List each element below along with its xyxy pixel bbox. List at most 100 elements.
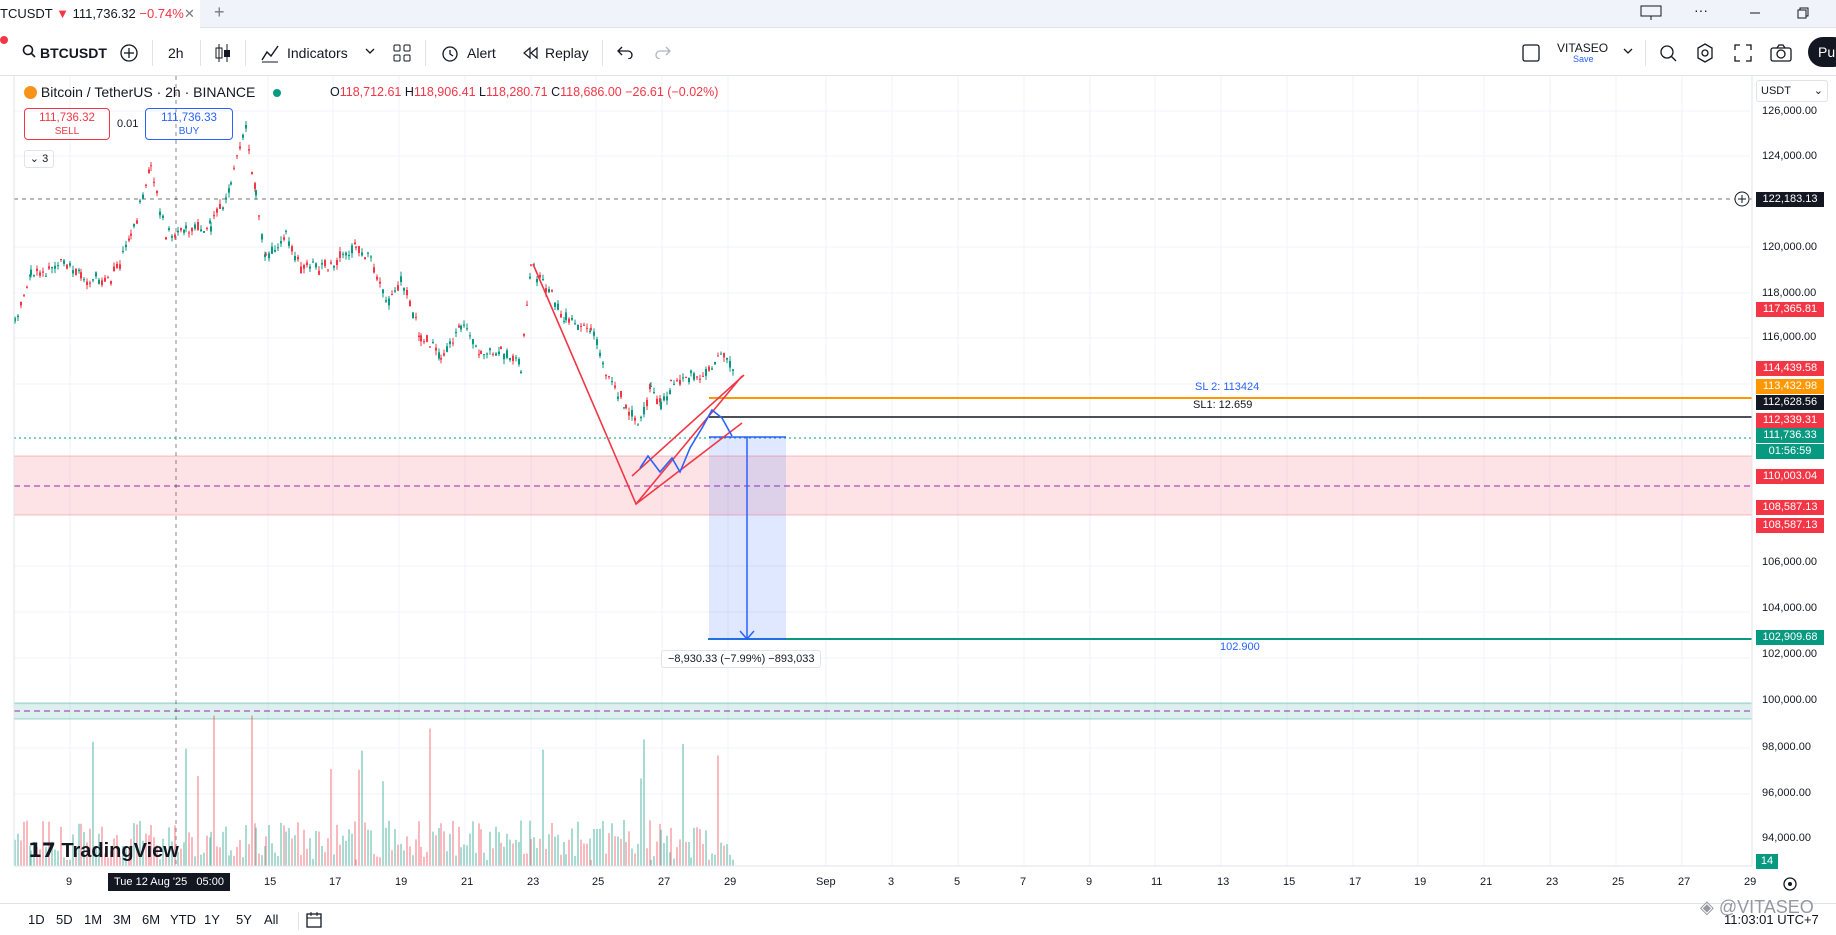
sl1-label[interactable]: SL1: 12.659: [1193, 399, 1253, 411]
time-axis-label: 15: [264, 876, 277, 888]
candle-body: [113, 266, 115, 272]
candle-body: [200, 229, 202, 232]
price-tag[interactable]: 108,587.13: [1756, 500, 1824, 515]
price-tag[interactable]: 114,439.58: [1756, 361, 1824, 376]
quick-search-icon[interactable]: [1658, 43, 1678, 63]
candle-body: [89, 282, 91, 284]
indicators-icon[interactable]: [260, 43, 280, 63]
layout-icon[interactable]: [1640, 5, 1662, 21]
symbol-legend[interactable]: Bitcoin / TetherUS · 2h · BINANCE: [24, 84, 282, 100]
indicators-button[interactable]: Indicators: [287, 45, 348, 61]
alert-clock-icon[interactable]: [440, 43, 460, 63]
price-tag[interactable]: 108,587.13: [1756, 518, 1824, 533]
interval-button[interactable]: 2h: [168, 45, 184, 61]
sell-button[interactable]: 111,736.32 SELL: [24, 108, 110, 140]
order-quantity[interactable]: 0.01: [117, 118, 139, 130]
account-name[interactable]: VITASEO: [1557, 41, 1609, 55]
candle-body: [449, 341, 451, 345]
measure-readout: −8,930.33 (−7.99%) −893,033: [661, 650, 822, 668]
candle-body: [420, 335, 422, 342]
price-tag[interactable]: 01:56:59: [1756, 444, 1824, 459]
compare-add-icon[interactable]: [119, 43, 139, 63]
layouts-grid-icon[interactable]: [393, 44, 411, 62]
price-chart[interactable]: [0, 76, 1836, 896]
candle-body: [530, 264, 532, 266]
undo-icon[interactable]: [617, 45, 633, 59]
new-tab-icon[interactable]: +: [214, 2, 225, 22]
price-tag[interactable]: 122,183.13: [1756, 192, 1824, 207]
replay-rewind-icon[interactable]: [522, 46, 538, 60]
alert-button[interactable]: Alert: [467, 45, 496, 61]
volume-bar: [197, 775, 199, 866]
candle-body: [210, 226, 212, 232]
price-axis-label: 118,000.00: [1762, 287, 1817, 299]
buy-button[interactable]: 111,736.33 BUY: [145, 108, 233, 140]
price-tag[interactable]: 113,432.98: [1756, 379, 1824, 394]
layout-toggle-icon[interactable]: [1522, 44, 1540, 62]
range-1d-button[interactable]: 1D: [28, 912, 45, 927]
volume-bar: [676, 847, 678, 866]
sl2-label[interactable]: SL 2: 113424: [1195, 381, 1260, 393]
replay-button[interactable]: Replay: [545, 45, 589, 61]
search-icon[interactable]: [22, 44, 36, 58]
volume-bar: [162, 838, 164, 866]
calendar-goto-icon[interactable]: [306, 911, 324, 929]
top-toolbar: BTCUSDT 2h Indicators Alert Replay VITAS…: [0, 28, 1836, 76]
volume-bar: [239, 839, 241, 866]
settings-gear-icon[interactable]: [1695, 43, 1715, 63]
volume-bar: [288, 828, 290, 866]
minimize-icon[interactable]: [1748, 6, 1762, 20]
range-6m-button[interactable]: 6M: [142, 912, 161, 927]
candle-body: [145, 184, 147, 186]
range-5d-button[interactable]: 5D: [56, 912, 73, 927]
volume-bar: [254, 823, 256, 866]
price-tag[interactable]: 14: [1756, 854, 1778, 869]
price-tag[interactable]: 112,628.56: [1756, 395, 1824, 410]
volume-bar: [339, 844, 341, 866]
axis-settings-icon[interactable]: [1783, 877, 1797, 891]
range-ytd-button[interactable]: YTD: [170, 912, 196, 927]
chevron-down-icon[interactable]: [1623, 48, 1633, 56]
candle-body: [130, 233, 132, 236]
fullscreen-icon[interactable]: [1733, 43, 1753, 63]
candle-body: [545, 288, 547, 293]
price-tag[interactable]: 102,909.68: [1756, 630, 1824, 645]
volume-bar: [183, 842, 185, 866]
more-dots-icon[interactable]: ···: [1694, 2, 1708, 18]
camera-icon[interactable]: [1770, 43, 1792, 63]
tab-close-icon[interactable]: ✕: [184, 6, 195, 21]
candle-body: [191, 228, 193, 232]
open-key: O: [330, 85, 340, 99]
range-3m-button[interactable]: 3M: [113, 912, 132, 927]
time-axis-label: 21: [461, 876, 474, 888]
redo-icon[interactable]: [655, 45, 671, 59]
candle-body: [327, 269, 329, 271]
indicators-collapse-toggle[interactable]: ⌄ 3: [24, 150, 54, 168]
restore-icon[interactable]: [1796, 6, 1810, 20]
clock[interactable]: 11:03:01 UTC+7: [1724, 912, 1819, 927]
price-tag[interactable]: 117,365.81: [1756, 302, 1824, 317]
candles-icon[interactable]: [214, 43, 232, 63]
range-1m-button[interactable]: 1M: [84, 912, 103, 927]
wave-path[interactable]: [639, 408, 733, 474]
range-1y-button[interactable]: 1Y: [204, 912, 220, 927]
publish-button[interactable]: Pub: [1808, 37, 1836, 67]
volume-bar: [280, 822, 282, 866]
chart-tab[interactable]: TCUSDT ▼ 111,736.32 −0.74% ✕: [0, 0, 200, 28]
candle-body: [174, 234, 176, 238]
candle-body: [370, 256, 372, 258]
currency-label: USDT: [1761, 85, 1791, 97]
supply-zone[interactable]: [13, 455, 1753, 516]
symbol-search[interactable]: BTCUSDT: [40, 45, 107, 61]
candle-body: [20, 301, 22, 306]
range-5y-button[interactable]: 5Y: [236, 912, 252, 927]
target-label[interactable]: 102.900: [1220, 641, 1260, 653]
currency-selector[interactable]: USDT ⌄: [1756, 80, 1828, 102]
range-all-button[interactable]: All: [264, 912, 279, 927]
price-tag[interactable]: 112,339.31: [1756, 413, 1824, 428]
candle-body: [617, 396, 619, 399]
price-tag[interactable]: 110,003.04: [1756, 469, 1824, 484]
price-tag[interactable]: 111,736.33: [1756, 428, 1824, 443]
volume-bar: [520, 820, 522, 866]
chevron-down-icon[interactable]: [365, 48, 375, 56]
